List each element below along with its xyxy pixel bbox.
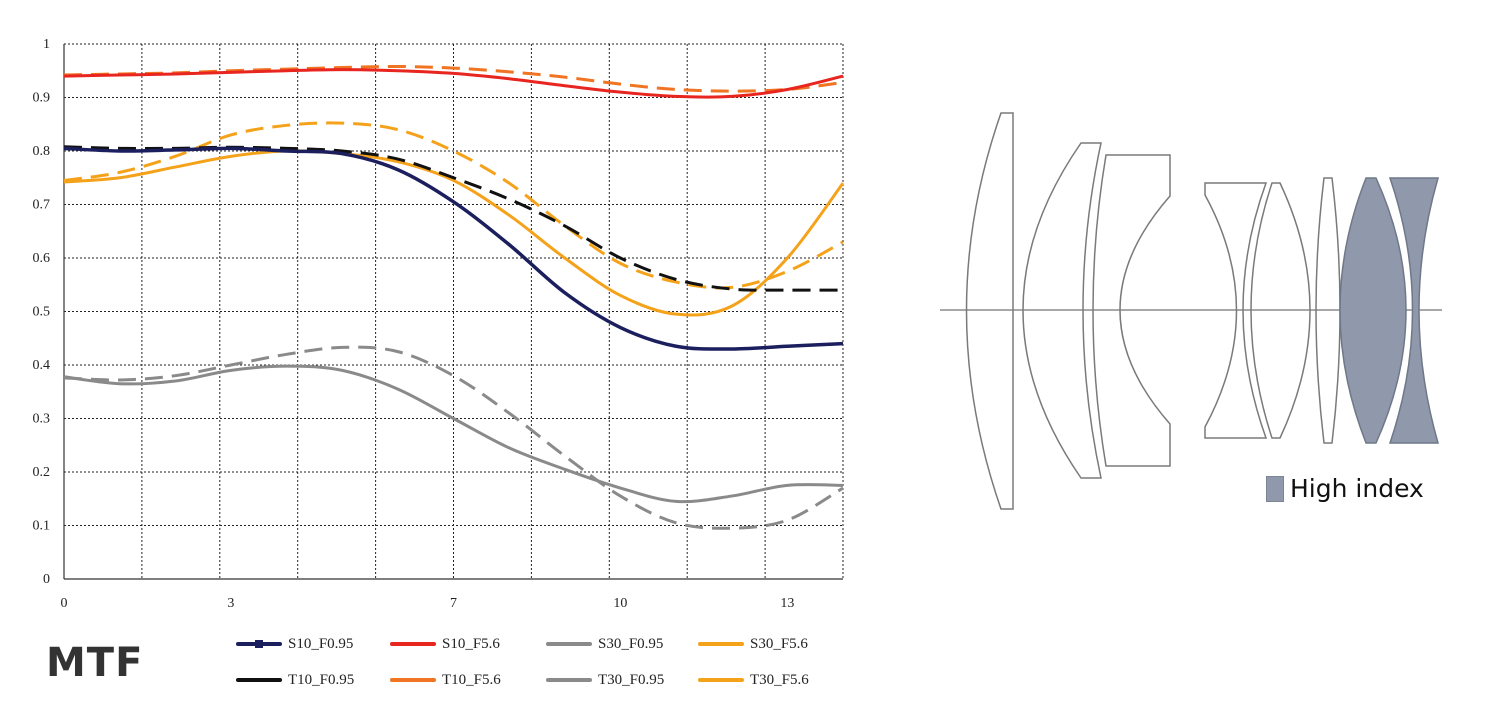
lens-element-7-high-index bbox=[1339, 177, 1407, 444]
legend-label: T30_F5.6 bbox=[750, 671, 809, 688]
y-tick-label: 0.7 bbox=[33, 198, 51, 213]
legend-item: T10_F5.6 bbox=[390, 668, 501, 692]
legend-swatch bbox=[390, 678, 436, 682]
legend-label: S10_F0.95 bbox=[288, 635, 354, 652]
series-line-t30-f0-95 bbox=[63, 345, 844, 530]
y-tick-label: 0.9 bbox=[33, 91, 51, 106]
lens-element-8-high-index bbox=[1388, 177, 1439, 444]
high-index-legend: High index bbox=[1266, 474, 1424, 503]
legend-swatch bbox=[546, 642, 592, 646]
legend-label: S30_F5.6 bbox=[750, 635, 808, 652]
lens-element-1 bbox=[965, 112, 1014, 510]
legend-swatch bbox=[236, 640, 282, 648]
series-line-s30-f0-95 bbox=[63, 364, 844, 504]
mtf-chart: 00.10.20.30.40.50.60.70.80.910 3 7 10 13 bbox=[33, 37, 845, 611]
legend-item: T30_F5.6 bbox=[698, 668, 809, 692]
legend-item: S10_F0.95 bbox=[236, 632, 353, 656]
lens-diagram bbox=[940, 112, 1442, 510]
y-tick-label: 0.2 bbox=[33, 465, 51, 480]
high-index-swatch bbox=[1266, 475, 1284, 502]
chart-tick-labels: 00.10.20.30.40.50.60.70.80.910 3 7 10 13 bbox=[33, 37, 795, 611]
x-tick-label: 3 bbox=[227, 596, 234, 611]
legend-swatch bbox=[698, 642, 744, 646]
x-tick-label: 7 bbox=[450, 596, 457, 611]
legend-label: T10_F0.95 bbox=[288, 671, 355, 688]
series-line-s10-f0-95 bbox=[63, 146, 844, 351]
lens-element-5 bbox=[1250, 182, 1311, 439]
legend-item: S10_F5.6 bbox=[390, 632, 500, 656]
lens-element-2 bbox=[1022, 142, 1102, 479]
x-tick-label: 0 bbox=[61, 596, 68, 611]
chart-axes bbox=[63, 44, 843, 580]
y-tick-label: 0.4 bbox=[33, 358, 51, 373]
y-tick-label: 1 bbox=[43, 37, 50, 52]
high-index-label: High index bbox=[1290, 474, 1424, 503]
x-tick-label: 10 bbox=[613, 596, 627, 611]
y-tick-label: 0.1 bbox=[33, 519, 51, 534]
y-tick-label: 0.5 bbox=[33, 305, 51, 320]
legend-item: S30_F5.6 bbox=[698, 632, 808, 656]
y-tick-label: 0.6 bbox=[33, 251, 51, 266]
legend-label: S10_F5.6 bbox=[442, 635, 500, 652]
legend-item: T30_F0.95 bbox=[546, 668, 664, 692]
x-tick-label: 13 bbox=[780, 596, 794, 611]
mtf-label: MTF bbox=[46, 640, 144, 686]
lens-element-3 bbox=[1092, 154, 1171, 467]
legend-swatch bbox=[390, 642, 436, 646]
series-line-t10-f5-6 bbox=[63, 64, 844, 93]
legend-swatch bbox=[236, 678, 282, 682]
legend-item: S30_F0.95 bbox=[546, 632, 663, 656]
legend-label: S30_F0.95 bbox=[598, 635, 664, 652]
series-line-s30-f5-6 bbox=[63, 149, 845, 317]
chart-series-lines bbox=[63, 64, 845, 530]
lens-element-4 bbox=[1204, 182, 1268, 439]
chart-grid bbox=[64, 43, 844, 580]
series-line-s10-f5-6 bbox=[63, 68, 844, 99]
y-tick-label: 0 bbox=[43, 572, 50, 587]
legend-swatch bbox=[698, 678, 744, 682]
lens-element-6 bbox=[1315, 177, 1341, 444]
chart-legend: S10_F0.95 S10_F5.6 S30_F0.95 S30_F5.6 T10_F0… bbox=[236, 632, 846, 694]
legend-label: T30_F0.95 bbox=[598, 671, 665, 688]
legend-item: T10_F0.95 bbox=[236, 668, 354, 692]
y-tick-label: 0.8 bbox=[33, 144, 51, 159]
y-tick-label: 0.3 bbox=[33, 412, 51, 427]
legend-label: T10_F5.6 bbox=[442, 671, 501, 688]
series-line-t10-f0-95 bbox=[63, 145, 844, 292]
legend-swatch bbox=[546, 678, 592, 682]
